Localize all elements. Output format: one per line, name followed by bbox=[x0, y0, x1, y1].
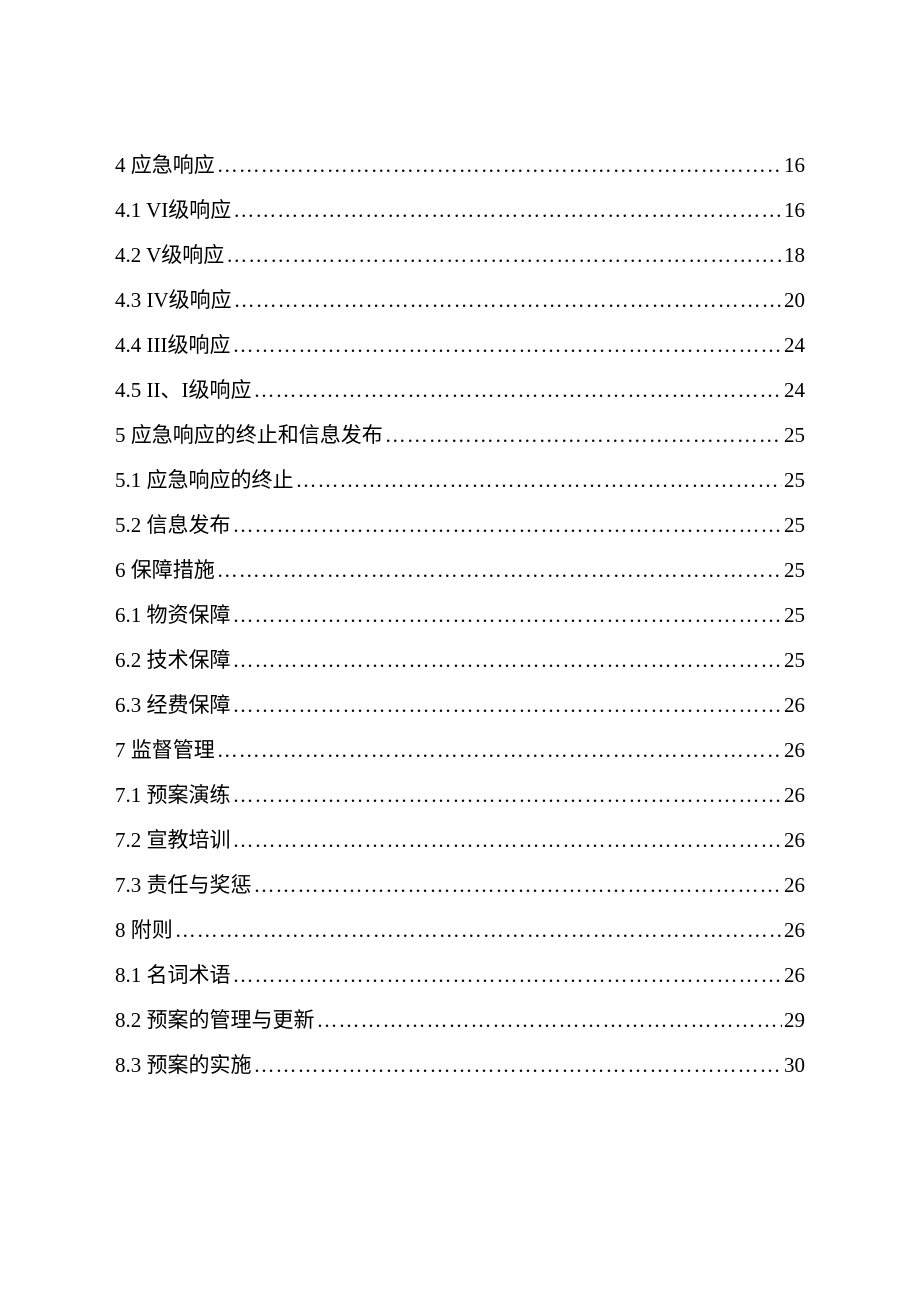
toc-entry: 6.2 技术保障 25 bbox=[115, 650, 805, 671]
toc-entry: 8 附则 26 bbox=[115, 920, 805, 941]
toc-entry-label: 7.1 预案演练 bbox=[115, 785, 231, 806]
toc-dot-leader bbox=[234, 290, 782, 311]
toc-dot-leader bbox=[232, 335, 782, 356]
toc-entry: 6.3 经费保障 26 bbox=[115, 695, 805, 716]
toc-entry-page: 26 bbox=[784, 920, 805, 941]
toc-entry-page: 30 bbox=[784, 1055, 805, 1076]
toc-dot-leader bbox=[233, 605, 783, 626]
toc-dot-leader bbox=[253, 380, 782, 401]
toc-dot-leader bbox=[254, 875, 783, 896]
toc-dot-leader bbox=[233, 965, 783, 986]
toc-entry-label: 8.1 名词术语 bbox=[115, 965, 231, 986]
toc-dot-leader bbox=[217, 155, 782, 176]
toc-entry-page: 25 bbox=[784, 605, 805, 626]
toc-entry-label: 4.2 V级响应 bbox=[115, 245, 224, 266]
toc-dot-leader bbox=[175, 920, 782, 941]
toc-entry: 4 应急响应 16 bbox=[115, 155, 805, 176]
toc-entry: 7.3 责任与奖惩 26 bbox=[115, 875, 805, 896]
toc-dot-leader bbox=[233, 695, 783, 716]
toc-entry-label: 4.4 III级响应 bbox=[115, 335, 230, 356]
toc-entry: 6 保障措施 25 bbox=[115, 560, 805, 581]
toc-entry: 7 监督管理 26 bbox=[115, 740, 805, 761]
toc-entry: 6.1 物资保障 25 bbox=[115, 605, 805, 626]
toc-entry: 4.2 V级响应 18 bbox=[115, 245, 805, 266]
toc-entry-label: 7.2 宣教培训 bbox=[115, 830, 231, 851]
toc-entry-page: 20 bbox=[784, 290, 805, 311]
toc-entry-page: 26 bbox=[784, 965, 805, 986]
toc-entry: 7.1 预案演练 26 bbox=[115, 785, 805, 806]
toc-entry-page: 25 bbox=[784, 560, 805, 581]
toc-entry-label: 8.2 预案的管理与更新 bbox=[115, 1010, 315, 1031]
toc-dot-leader bbox=[385, 425, 782, 446]
toc-entry-label: 6.1 物资保障 bbox=[115, 605, 231, 626]
toc-entry-label: 5.1 应急响应的终止 bbox=[115, 470, 294, 491]
toc-dot-leader bbox=[317, 1010, 783, 1031]
toc-entry-label: 4.1 VI级响应 bbox=[115, 200, 231, 221]
toc-entry-label: 8 附则 bbox=[115, 920, 173, 941]
toc-entry: 4.3 IV级响应 20 bbox=[115, 290, 805, 311]
toc-entry-page: 24 bbox=[784, 335, 805, 356]
toc-entry-page: 25 bbox=[784, 650, 805, 671]
toc-entry-page: 26 bbox=[784, 875, 805, 896]
toc-entry: 4.1 VI级响应 16 bbox=[115, 200, 805, 221]
toc-entry: 5.1 应急响应的终止 25 bbox=[115, 470, 805, 491]
toc-entry-label: 8.3 预案的实施 bbox=[115, 1055, 252, 1076]
toc-entry-page: 16 bbox=[784, 155, 805, 176]
toc-dot-leader bbox=[296, 470, 783, 491]
toc-dot-leader bbox=[233, 650, 783, 671]
toc-entry-label: 4.3 IV级响应 bbox=[115, 290, 232, 311]
toc-entry: 5 应急响应的终止和信息发布 25 bbox=[115, 425, 805, 446]
toc-dot-leader bbox=[233, 200, 782, 221]
toc-dot-leader bbox=[217, 740, 782, 761]
toc-dot-leader bbox=[226, 245, 782, 266]
toc-entry-label: 7 监督管理 bbox=[115, 740, 215, 761]
toc-dot-leader bbox=[233, 515, 783, 536]
toc-entry-page: 18 bbox=[784, 245, 805, 266]
toc-entry: 7.2 宣教培训 26 bbox=[115, 830, 805, 851]
toc-dot-leader bbox=[254, 1055, 783, 1076]
toc-entry-page: 26 bbox=[784, 695, 805, 716]
toc-entry-page: 29 bbox=[784, 1010, 805, 1031]
toc-entry-label: 5.2 信息发布 bbox=[115, 515, 231, 536]
toc-entry: 5.2 信息发布 25 bbox=[115, 515, 805, 536]
toc-entry-page: 25 bbox=[784, 425, 805, 446]
toc-entry: 4.4 III级响应 24 bbox=[115, 335, 805, 356]
toc-entry-page: 26 bbox=[784, 740, 805, 761]
toc-entry-page: 25 bbox=[784, 515, 805, 536]
toc-entry: 8.3 预案的实施 30 bbox=[115, 1055, 805, 1076]
toc-entry-page: 26 bbox=[784, 785, 805, 806]
toc-entry-page: 26 bbox=[784, 830, 805, 851]
toc-entry-label: 5 应急响应的终止和信息发布 bbox=[115, 425, 383, 446]
toc-entry-label: 4 应急响应 bbox=[115, 155, 215, 176]
toc-entry: 8.2 预案的管理与更新 29 bbox=[115, 1010, 805, 1031]
table-of-contents: 4 应急响应 16 4.1 VI级响应 16 4.2 V级响应 18 4.3 IV级响应 20… bbox=[115, 155, 805, 1076]
toc-entry: 4.5 II、I级响应 24 bbox=[115, 380, 805, 401]
toc-entry-page: 24 bbox=[784, 380, 805, 401]
toc-entry-page: 25 bbox=[784, 470, 805, 491]
toc-entry-page: 16 bbox=[784, 200, 805, 221]
toc-dot-leader bbox=[217, 560, 782, 581]
toc-entry: 8.1 名词术语 26 bbox=[115, 965, 805, 986]
toc-entry-label: 6.3 经费保障 bbox=[115, 695, 231, 716]
toc-entry-label: 4.5 II、I级响应 bbox=[115, 380, 251, 401]
toc-entry-label: 7.3 责任与奖惩 bbox=[115, 875, 252, 896]
toc-dot-leader bbox=[233, 785, 783, 806]
toc-entry-label: 6 保障措施 bbox=[115, 560, 215, 581]
toc-entry-label: 6.2 技术保障 bbox=[115, 650, 231, 671]
toc-dot-leader bbox=[233, 830, 783, 851]
